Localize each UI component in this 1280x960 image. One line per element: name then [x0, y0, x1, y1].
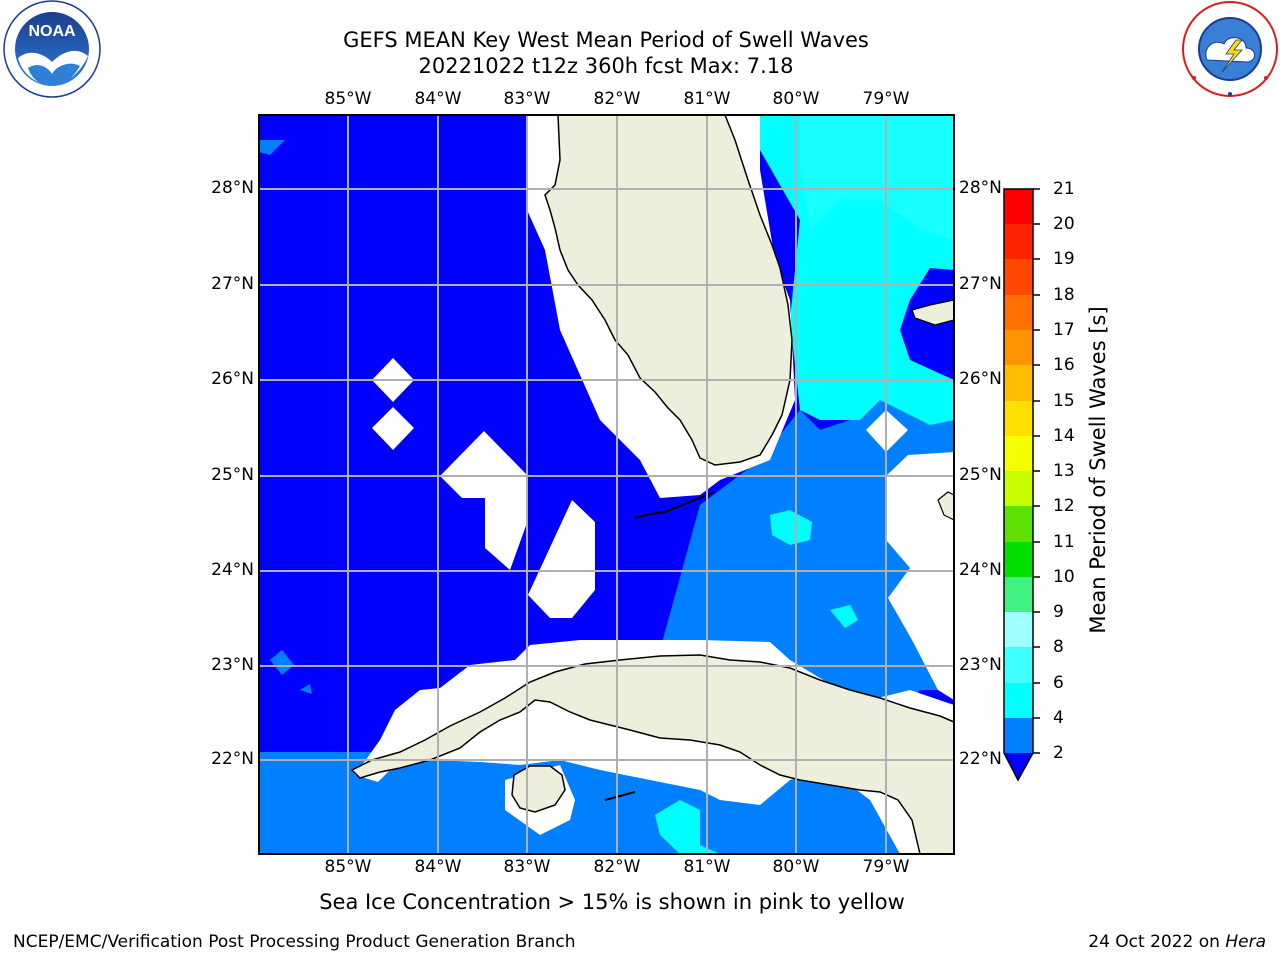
noaa-logo: NOAA — [3, 0, 101, 98]
colorbar-tick-label: 9 — [1053, 602, 1064, 622]
lat-label-right: 24°N — [959, 560, 1002, 580]
bahamas-land — [911, 299, 954, 326]
lat-label-left: 28°N — [211, 178, 254, 198]
map-frame — [258, 114, 955, 855]
cuba-land — [350, 654, 954, 854]
lon-label-top: 85°W — [324, 89, 372, 109]
swell-4-6s-patch-east — [770, 510, 812, 545]
lat-label-left: 23°N — [211, 655, 254, 675]
footer-host: Hera — [1225, 932, 1266, 952]
lon-label-top: 84°W — [414, 89, 462, 109]
lat-label-right: 28°N — [959, 178, 1002, 198]
swell-2-4s-patch-w — [270, 650, 294, 675]
colorbar-tick-label: 14 — [1053, 426, 1075, 446]
lat-label-right: 22°N — [959, 749, 1002, 769]
colorbar-tick-label: 12 — [1053, 496, 1075, 516]
colorbar-tick-label: 6 — [1053, 673, 1064, 693]
lat-label-right: 27°N — [959, 274, 1002, 294]
colorbar-tick-label: 16 — [1053, 355, 1075, 375]
map-subtitle: 20221022 t12z 360h fcst Max: 7.18 — [418, 54, 794, 78]
colorbar-tick-label: 17 — [1053, 320, 1075, 340]
florida-keys — [634, 491, 716, 519]
lon-label-bottom: 82°W — [593, 857, 641, 877]
lon-label-top: 79°W — [862, 89, 910, 109]
lat-label-left: 26°N — [211, 369, 254, 389]
lat-label-right: 25°N — [959, 465, 1002, 485]
lon-label-top: 82°W — [593, 89, 641, 109]
lon-label-bottom: 80°W — [772, 857, 820, 877]
lat-label-left: 25°N — [211, 465, 254, 485]
nws-logo — [1181, 0, 1279, 98]
lat-label-left: 24°N — [211, 560, 254, 580]
lon-label-bottom: 85°W — [324, 857, 372, 877]
lon-label-bottom: 83°W — [503, 857, 551, 877]
footer-date: 24 Oct 2022 on Hera — [1088, 932, 1266, 952]
lon-label-top: 83°W — [503, 89, 551, 109]
noaa-logo-text: NOAA — [28, 23, 76, 40]
swell-4-6s-shade — [800, 115, 954, 240]
colorbar-tick-label: 15 — [1053, 391, 1075, 411]
swell-2-4s-patch-w2 — [300, 684, 312, 694]
lat-label-left: 27°N — [211, 274, 254, 294]
swell-period-map — [259, 115, 954, 854]
lat-label-right: 23°N — [959, 655, 1002, 675]
colorbar-tick-label: 2 — [1053, 743, 1064, 763]
colorbar-tick-label: 11 — [1053, 532, 1075, 552]
colorbar-tick-label: 13 — [1053, 461, 1075, 481]
florida-land — [544, 115, 793, 466]
colorbar-tick-label: 19 — [1053, 249, 1075, 269]
isla-juventud-land — [511, 765, 566, 813]
colorbar-tick-label: 8 — [1053, 637, 1064, 657]
lat-label-right: 26°N — [959, 369, 1002, 389]
swell-2-4s-patch-nw — [259, 140, 285, 155]
lon-label-top: 81°W — [683, 89, 731, 109]
colorbar-tick-label: 10 — [1053, 567, 1075, 587]
map-title: GEFS MEAN Key West Mean Period of Swell … — [343, 28, 869, 52]
lon-label-top: 80°W — [772, 89, 820, 109]
cuba-cays — [604, 791, 636, 801]
lon-label-bottom: 79°W — [862, 857, 910, 877]
colorbar-tick-label: 18 — [1053, 285, 1075, 305]
colorbar — [1003, 188, 1040, 782]
colorbar-tick-label: 21 — [1053, 179, 1075, 199]
footer-date-text: 24 Oct 2022 on — [1088, 932, 1226, 952]
bahamas-land-2 — [937, 491, 954, 521]
colorbar-title: Mean Period of Swell Waves [s] — [1086, 306, 1110, 634]
lat-label-left: 22°N — [211, 749, 254, 769]
swell-4-6s-patch-small — [830, 605, 858, 628]
colorbar-tick-label: 4 — [1053, 708, 1064, 728]
lon-label-bottom: 84°W — [414, 857, 462, 877]
swell-4-6s-patch-south — [655, 800, 720, 854]
lon-label-bottom: 81°W — [683, 857, 731, 877]
sea-ice-note: Sea Ice Concentration > 15% is shown in … — [319, 890, 905, 914]
colorbar-tick-label: 20 — [1053, 214, 1075, 234]
graticule — [259, 115, 954, 854]
footer-credit: NCEP/EMC/Verification Post Processing Pr… — [13, 932, 576, 952]
